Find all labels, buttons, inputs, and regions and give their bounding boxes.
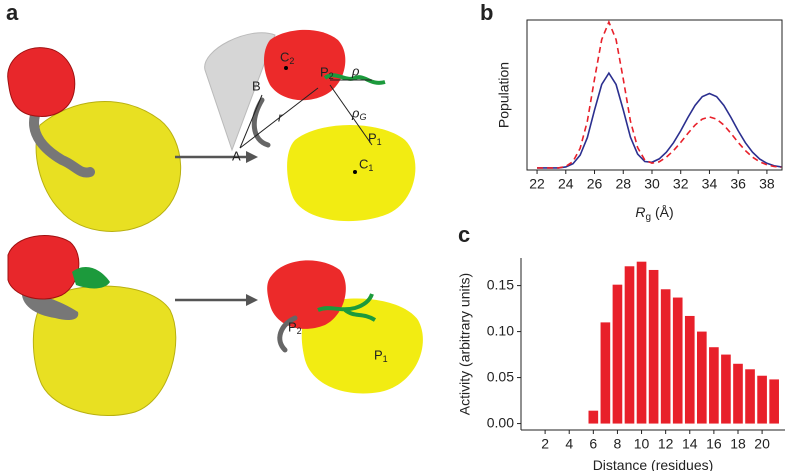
bar [769,379,779,424]
x-tick-label: 22 [529,176,545,192]
bar [733,363,743,424]
vector [239,94,263,149]
green-peptide [343,308,377,322]
bar [721,354,731,424]
x-tick-label: 6 [589,436,597,452]
green-peptide [323,73,386,85]
arrowhead [246,151,258,163]
x-tick-label: 14 [682,436,698,452]
diagram-label: A [232,148,241,163]
diagram-label-sub: 2 [329,71,334,81]
x-axis-label-unit: (Å) [655,204,674,220]
x-axis-label-sub: g [646,212,652,223]
gray-linker [251,97,271,148]
green-peptide [317,293,374,312]
x-tick-label: 18 [730,436,746,452]
y-tick-label: 0.10 [487,322,514,338]
x-tick-label: 8 [614,436,622,452]
diagram-label: r [278,109,283,124]
x-tick-label: 4 [565,436,573,452]
vector [329,84,373,146]
diagram-label-sub: G [359,112,366,122]
bar [757,375,767,424]
bar [697,331,707,424]
diagram-label-sub: 1 [377,137,382,147]
yellow-domain [287,125,416,222]
x-tick-label: 10 [634,436,650,452]
cone [204,32,276,152]
bar [612,284,623,424]
panel-label: a [6,0,19,25]
red-domain [267,260,346,329]
bar [660,289,671,424]
bar [648,269,659,424]
x-tick-label: 20 [754,436,770,452]
x-tick-label: 16 [706,436,722,452]
diagram-label-sub: 1 [368,163,373,173]
bar [745,369,755,424]
line-series [537,19,782,169]
diagram-label: ρG [351,105,366,122]
bar [709,347,719,424]
x-axis-label: Rg (Å) [635,204,673,223]
diagram-label: B [252,78,261,93]
x-tick-label: 12 [658,436,674,452]
diagram-label-sub: 2 [297,326,302,336]
diagram [7,29,423,416]
diagram-label-sub: 2 [289,56,294,66]
red-domain [264,29,346,101]
x-tick-label: 24 [558,176,574,192]
red-domain [7,47,76,117]
bar [588,410,599,424]
diagram-label-sub: 1 [383,354,388,364]
diagram-label: ρ [351,63,360,78]
x-axis-label-main: Distance (residues) [593,457,714,471]
x-tick-label: 32 [673,176,689,192]
x-axis-label-main: R [635,204,645,220]
y-axis-label: Population [496,62,512,128]
x-axis-label: Distance (residues) [593,457,714,471]
bar [600,322,611,424]
yellow-domain [301,298,423,394]
x-tick-label: 36 [730,176,746,192]
center-point [284,66,288,70]
x-tick-label: 26 [587,176,603,192]
red-domain [7,235,80,300]
x-tick-label: 28 [615,176,631,192]
x-tick-label: 38 [759,176,775,192]
y-axis-label: Activity (arbitrary units) [457,273,473,415]
gray-linker [277,315,298,353]
bar [624,266,635,424]
center-point [353,170,357,174]
plot-frame [526,19,783,171]
gray-linker [29,110,95,178]
green-peptide [72,267,110,289]
panel-label: c [458,222,470,247]
line-series [537,71,782,169]
y-tick-label: 0.15 [487,276,514,292]
arrowhead [246,294,258,306]
y-tick-label: 0.05 [487,368,514,384]
y-tick-label: 0.00 [487,414,514,430]
x-tick-label: 34 [702,176,718,192]
x-tick-label: 2 [541,436,549,452]
bar [672,297,683,424]
bar [636,261,647,424]
yellow-domain [35,101,182,232]
bar [684,315,695,424]
vector [239,87,319,149]
x-tick-label: 30 [644,176,660,192]
panel-label: b [480,0,493,25]
